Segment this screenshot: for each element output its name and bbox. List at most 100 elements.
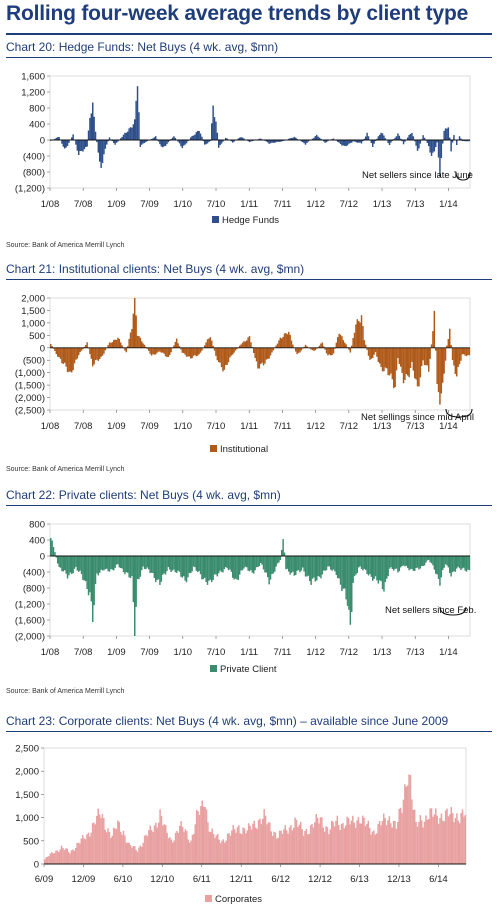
data-bar	[149, 347, 151, 354]
x-tick-label: 12/13	[387, 874, 411, 885]
data-bar	[194, 824, 196, 864]
data-bar	[295, 556, 297, 575]
x-tick-label: 1/12	[306, 647, 325, 658]
y-tick-label: (2,000)	[15, 632, 45, 643]
data-bar	[75, 347, 77, 360]
data-bar	[310, 347, 312, 350]
data-bar	[76, 347, 79, 359]
data-bar	[253, 556, 255, 574]
data-bar	[164, 140, 167, 146]
data-bar	[394, 556, 396, 569]
data-bar	[402, 799, 405, 864]
data-bar	[367, 820, 370, 864]
data-bar	[236, 556, 238, 580]
data-bar	[125, 556, 128, 573]
data-bar	[404, 784, 406, 864]
data-bar	[208, 831, 211, 864]
data-bar	[386, 556, 388, 579]
data-bar	[359, 556, 361, 567]
data-bar	[276, 556, 279, 564]
legend-swatch	[212, 216, 219, 223]
data-bar	[179, 825, 181, 864]
data-bar	[361, 815, 364, 864]
data-bar	[115, 339, 118, 348]
data-bar	[281, 549, 283, 556]
data-bar	[114, 828, 116, 864]
data-bar	[419, 140, 422, 144]
data-bar	[146, 347, 149, 349]
chart-rule	[6, 505, 492, 506]
data-bar	[339, 556, 342, 585]
data-bar	[222, 839, 225, 864]
data-bar	[132, 846, 135, 864]
data-bar	[122, 134, 125, 140]
data-bar	[443, 556, 445, 568]
data-bar	[66, 556, 69, 579]
data-bar	[360, 556, 363, 569]
data-bar	[187, 839, 189, 864]
data-bar	[233, 829, 236, 864]
data-bar	[337, 825, 340, 864]
x-tick-label: 1/14	[439, 647, 458, 658]
data-bar	[74, 847, 77, 864]
x-tick-label: 1/10	[174, 647, 193, 658]
data-bar	[215, 347, 217, 356]
data-bar	[397, 821, 399, 864]
data-bar	[200, 806, 202, 864]
data-bar	[72, 556, 74, 574]
data-bar	[306, 140, 308, 143]
data-bar	[325, 826, 327, 864]
data-bar	[183, 140, 185, 146]
data-bar	[110, 342, 112, 348]
data-bar	[339, 140, 342, 144]
data-bar	[104, 829, 106, 864]
data-bar	[449, 814, 451, 864]
data-bar	[311, 138, 314, 140]
data-bar	[281, 140, 283, 142]
data-bar	[444, 347, 447, 361]
data-bar	[258, 138, 261, 140]
data-bar	[244, 556, 247, 567]
data-bar	[184, 347, 186, 355]
data-bar	[458, 347, 461, 365]
data-bar	[348, 140, 350, 144]
chart-source: Source: Bank of America Merrill Lynch	[6, 688, 125, 695]
data-bar	[345, 140, 347, 147]
data-bar	[235, 832, 237, 864]
data-bar	[288, 138, 290, 140]
data-bar	[66, 140, 69, 147]
data-bar	[447, 339, 450, 348]
data-bar	[60, 845, 63, 864]
data-bar	[439, 347, 441, 405]
data-bar	[281, 338, 283, 348]
data-bar	[195, 809, 198, 864]
data-bar	[181, 826, 184, 864]
data-bar	[260, 556, 262, 563]
legend-label: Corporates	[215, 894, 262, 905]
data-bar	[87, 832, 90, 864]
x-tick-label: 7/12	[340, 199, 359, 210]
x-tick-label: 1/12	[306, 421, 325, 432]
y-tick-label: 400	[29, 120, 45, 131]
data-bar	[358, 321, 360, 348]
chart-title: Chart 20: Hedge Funds: Net Buys (4 wk. a…	[6, 40, 279, 54]
data-bar	[89, 556, 91, 593]
data-bar	[311, 556, 314, 579]
data-bar	[97, 556, 100, 576]
data-bar	[319, 817, 322, 864]
data-bar	[170, 556, 172, 572]
data-bar	[69, 556, 72, 573]
data-bar	[370, 834, 372, 864]
data-bar	[229, 347, 231, 358]
data-bar	[416, 556, 419, 568]
data-bar	[352, 338, 354, 348]
data-bar	[451, 813, 454, 864]
data-bar	[232, 347, 234, 355]
y-tick-label: 1,000	[21, 318, 45, 329]
data-bar	[372, 347, 374, 358]
data-bar	[89, 347, 91, 355]
data-bar	[353, 140, 356, 142]
x-tick-label: 7/09	[140, 647, 159, 658]
data-bar	[400, 347, 402, 367]
data-bar	[190, 137, 192, 140]
